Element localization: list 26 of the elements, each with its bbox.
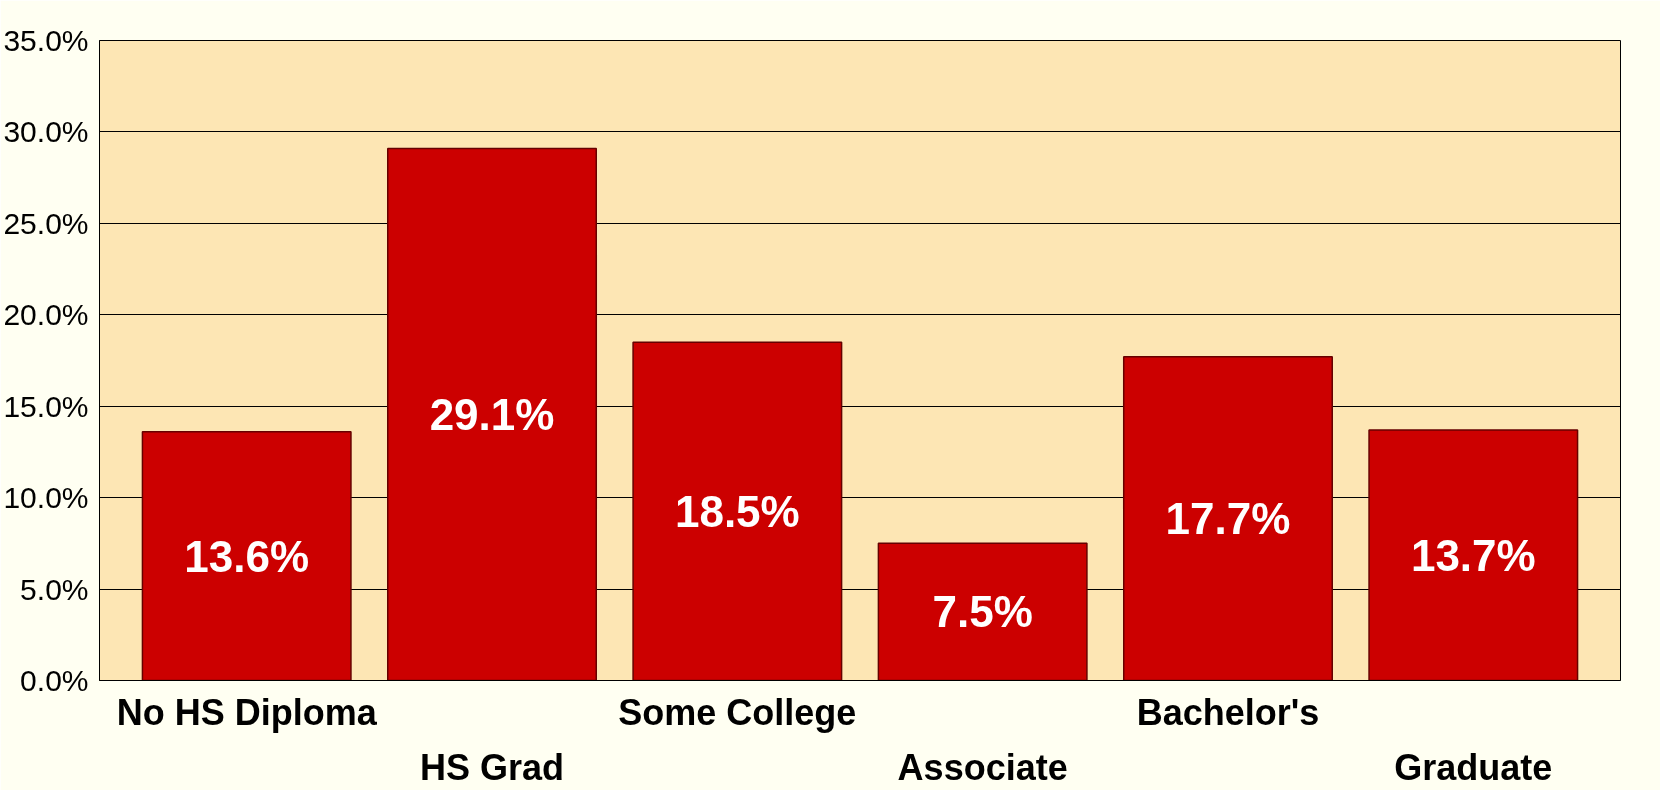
- bar: [877, 542, 1088, 681]
- bar: [1368, 429, 1579, 681]
- data-label: 17.7%: [1165, 494, 1291, 544]
- x-tick-label: No HS Diploma: [116, 691, 378, 733]
- data-label: 18.5%: [674, 486, 800, 536]
- y-tick-label: 35.0%: [3, 24, 89, 57]
- y-tick-label: 0.0%: [20, 664, 89, 697]
- x-tick-label: Associate: [897, 746, 1068, 788]
- data-label: 7.5%: [932, 587, 1033, 637]
- bar: [632, 341, 843, 681]
- bar: [387, 147, 598, 681]
- data-label: 29.1%: [429, 389, 555, 439]
- data-label: 13.7%: [1410, 530, 1536, 580]
- bar: [141, 431, 352, 681]
- x-tick-label: Graduate: [1394, 746, 1553, 788]
- y-tick-label: 15.0%: [3, 389, 89, 423]
- x-tick-label: Some College: [618, 691, 857, 733]
- y-tick-label: 25.0%: [3, 206, 89, 240]
- y-tick-label: 30.0%: [3, 115, 89, 149]
- x-tick-label: Bachelor's: [1136, 691, 1320, 733]
- y-tick-label: 5.0%: [20, 572, 89, 606]
- y-tick-label: 10.0%: [3, 481, 89, 515]
- data-label: 13.6%: [184, 531, 310, 581]
- y-tick-label: 20.0%: [3, 298, 89, 332]
- x-tick-label: HS Grad: [420, 746, 565, 788]
- bar: [1122, 356, 1333, 681]
